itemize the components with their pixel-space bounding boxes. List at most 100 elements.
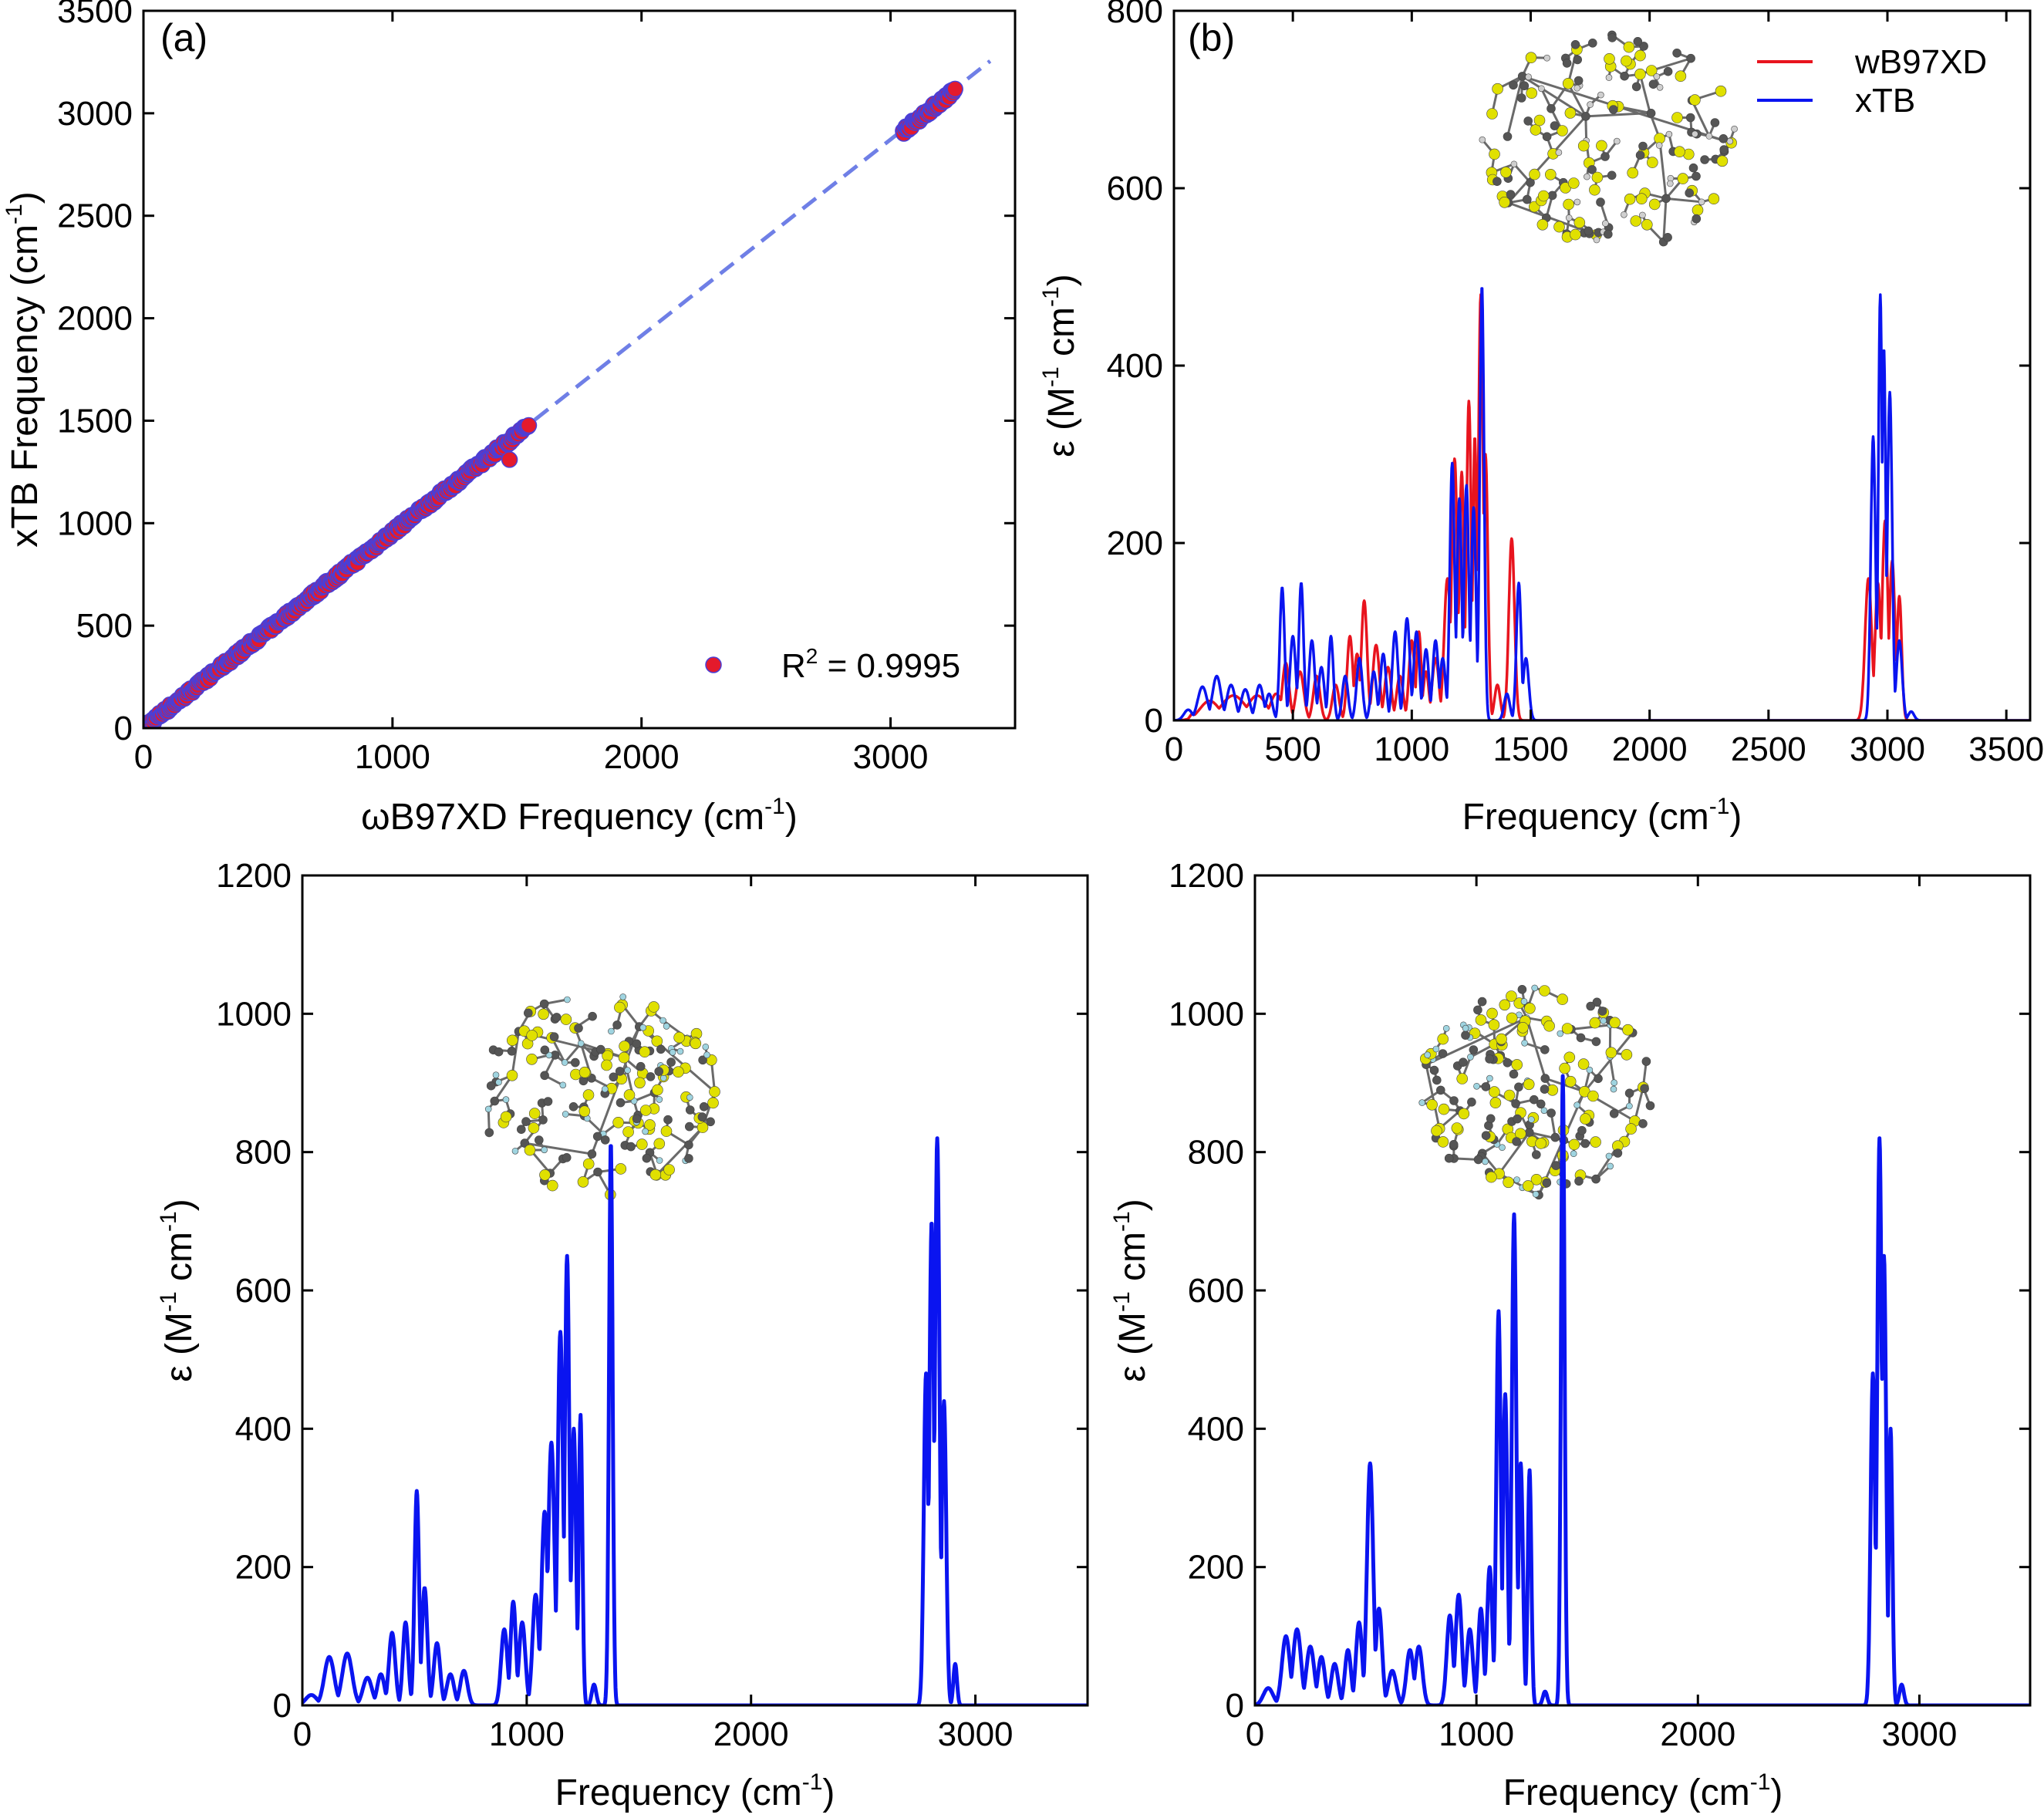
molecule-atom: [699, 1102, 709, 1111]
molecule-atom: [1731, 125, 1738, 133]
molecule-atom: [1540, 1074, 1550, 1083]
molecule-atom: [1520, 998, 1528, 1005]
molecule-atom: [1715, 85, 1727, 97]
molecule-atom: [1622, 1024, 1634, 1036]
molecule-bond: [1525, 1017, 1546, 1079]
y-tick-label: 800: [1107, 0, 1163, 30]
molecule-atom: [1609, 105, 1618, 114]
molecule-atom: [608, 1027, 615, 1035]
molecule-atom: [1461, 1030, 1470, 1040]
y-tick-label: 200: [1107, 524, 1163, 562]
molecule-bond: [1638, 73, 1651, 113]
molecule-atom: [660, 1074, 667, 1081]
molecule-atom: [1655, 142, 1663, 149]
molecule-atom: [1591, 1174, 1600, 1184]
molecule-atom: [1685, 113, 1695, 123]
molecule-atom: [1589, 1017, 1601, 1029]
panel-b-x-axis-title: Frequency (cm-1): [1462, 794, 1742, 838]
molecule-atom: [707, 1097, 719, 1109]
molecule-atom: [593, 1167, 602, 1177]
molecule-atom: [697, 1112, 707, 1121]
molecule-atom: [539, 1169, 551, 1181]
molecule-atom: [1499, 1144, 1506, 1151]
molecule-atom: [615, 1163, 627, 1175]
molecule-atom: [1545, 169, 1557, 180]
molecule-atom: [609, 1072, 619, 1082]
molecule-atom: [663, 1164, 675, 1175]
molecule-atom: [587, 1149, 597, 1159]
molecule-atom: [1638, 141, 1648, 151]
molecule-atom: [1515, 1128, 1526, 1140]
molecule-atom: [1587, 101, 1594, 108]
molecule-atom: [1486, 108, 1498, 120]
molecule-atom: [1614, 137, 1621, 145]
x-tick-label: 3500: [1968, 730, 2044, 768]
molecule-atom: [1692, 130, 1698, 138]
molecule-atom: [1485, 1054, 1494, 1064]
molecule-atom: [1503, 1058, 1513, 1068]
molecule-atom: [1500, 167, 1512, 178]
molecule-atom: [1661, 194, 1671, 204]
molecule-atom: [539, 999, 549, 1009]
molecule-atom: [1570, 228, 1581, 241]
molecule-atom: [639, 1024, 646, 1031]
panel-a-y-axis-title: xTB Frequency (cm-1): [2, 191, 46, 547]
molecule-atom: [1475, 1014, 1487, 1026]
molecule-atom: [1653, 73, 1661, 80]
molecule-atom: [1692, 171, 1701, 181]
molecule-atom: [1593, 236, 1600, 244]
molecule-atom: [1486, 1074, 1493, 1082]
molecule-atom: [1602, 220, 1609, 227]
molecule-atom: [1607, 1162, 1614, 1170]
molecule-atom: [1525, 73, 1532, 81]
molecule-atom: [1555, 149, 1563, 156]
molecule-bond: [1507, 115, 1587, 204]
x-tick-label: 1000: [489, 1715, 565, 1753]
molecule-atom: [1594, 1074, 1603, 1084]
molecule-atom: [1609, 1109, 1619, 1118]
molecule-atom: [484, 1128, 494, 1138]
molecule-atom: [1719, 145, 1729, 154]
molecule-atom: [1640, 1084, 1649, 1094]
molecule-atom: [666, 1057, 676, 1067]
y-tick-label: 500: [76, 607, 133, 645]
molecule-atom: [615, 1067, 625, 1076]
molecule-atom: [619, 993, 626, 1000]
molecule-atom: [1698, 198, 1705, 206]
y-tick-label: 0: [1226, 1687, 1244, 1725]
molecule-atom: [1510, 160, 1518, 168]
molecule-atom: [506, 1034, 518, 1047]
molecule-bond: [1584, 1032, 1634, 1093]
molecule-atom: [1708, 193, 1720, 204]
molecule-atom: [1550, 121, 1560, 130]
molecule-atom: [1596, 140, 1607, 152]
molecule-atom: [1624, 193, 1636, 205]
molecule-atom: [1634, 49, 1646, 62]
molecule-atom: [1456, 1073, 1469, 1084]
molecule-atom: [507, 1047, 517, 1056]
molecule-atom: [524, 1144, 536, 1156]
molecule-atom: [506, 1070, 518, 1081]
molecule-atom: [1589, 184, 1600, 196]
molecule-atom: [1692, 214, 1702, 224]
molecule-atom: [538, 1008, 549, 1020]
molecule-bond: [564, 1042, 582, 1064]
molecule-atom: [656, 1096, 663, 1103]
y-tick-label: 400: [1107, 347, 1163, 385]
molecule-atom: [1564, 1075, 1577, 1088]
molecule-atom: [1648, 79, 1658, 89]
molecule-atom: [1700, 155, 1709, 164]
molecule-atom: [1449, 1096, 1459, 1105]
molecule-atom: [1588, 39, 1597, 48]
y-tick-label: 200: [235, 1549, 292, 1587]
panel-c-series-line-spectrum: [302, 1136, 1088, 1705]
molecule-atom: [1573, 217, 1586, 228]
molecule-atom: [1584, 173, 1590, 180]
molecule-atom: [656, 1157, 663, 1164]
molecule-bond: [1608, 1056, 1616, 1083]
molecule-atom: [623, 1089, 636, 1101]
molecule-atom: [1444, 1153, 1454, 1163]
molecule-atom: [1645, 65, 1658, 76]
molecule-atom: [669, 1049, 676, 1056]
molecule-atom: [1621, 1049, 1633, 1061]
